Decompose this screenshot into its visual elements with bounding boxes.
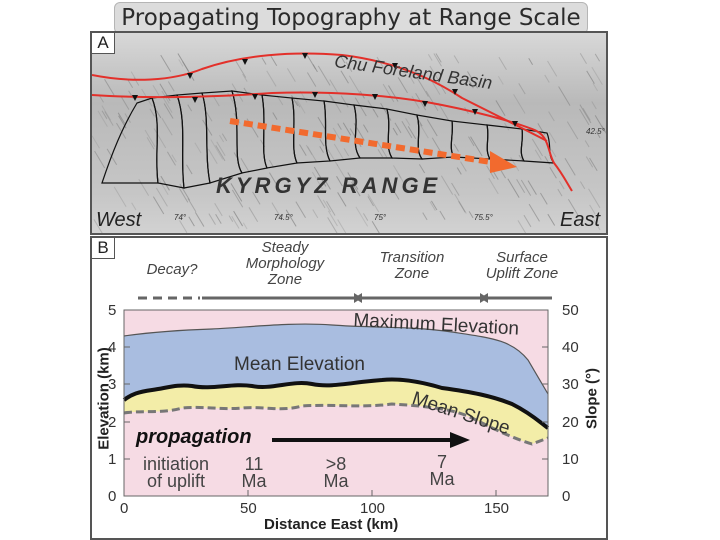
zone-steady-line2: Morphology <box>245 255 325 272</box>
profile-plot <box>122 309 550 497</box>
x-tick-0: 0 <box>120 500 129 517</box>
panel-b-label: B <box>92 238 115 259</box>
x-tick-150: 150 <box>484 500 510 517</box>
profile-panel: B Decay? Steady Morphology Zone Transiti… <box>90 236 608 540</box>
map-panel: A Chu Foreland Basin KYRGYZ RANGE West E… <box>90 31 608 235</box>
zone-transition-line1: Transition <box>379 249 445 266</box>
zone-uplift: Surface Uplift Zone <box>472 250 572 282</box>
range-front-line <box>92 91 573 192</box>
zone-steady-line3: Zone <box>267 271 303 288</box>
bottom-ticks <box>123 490 497 496</box>
west-label: West <box>96 209 142 231</box>
y-right-tick-10: 10 <box>562 451 579 468</box>
y-right-tick-30: 30 <box>562 376 579 393</box>
left-ticks <box>124 309 130 460</box>
east-label: East <box>560 209 601 231</box>
range-label: KYRGYZ RANGE <box>216 173 442 198</box>
x-axis-title: Distance East (km) <box>264 516 399 533</box>
mean-elevation-label: Mean Elevation <box>234 354 365 375</box>
age-7-ma: 7 Ma <box>422 452 462 489</box>
zone-steady-line1: Steady <box>261 239 309 256</box>
catchment-boundaries <box>101 90 556 189</box>
x-tick-100: 100 <box>360 500 386 517</box>
plot-frame <box>123 309 549 497</box>
mean-elevation-line <box>122 377 550 430</box>
zone-steady: Steady Morphology Zone <box>230 240 340 288</box>
latitude-label: 42.5° <box>586 127 605 136</box>
zone-arrows <box>138 293 552 303</box>
zone-uplift-line1: Surface <box>496 249 548 266</box>
longitude-75-5: 75.5° <box>474 213 493 222</box>
age-8-value: >8 <box>325 454 347 474</box>
propagation-arrow-map <box>229 118 498 166</box>
relief-shading <box>92 53 606 233</box>
age-7-unit: Ma <box>429 469 455 489</box>
y-right-tick-50: 50 <box>562 302 579 319</box>
max-elevation-line <box>123 323 549 395</box>
longitude-74-5: 74.5° <box>274 213 293 222</box>
panel-a-label: A <box>92 33 115 54</box>
zone-transition-line2: Zone <box>394 265 430 282</box>
y-right-axis-title: Slope (°) <box>583 368 601 429</box>
figure-title: Propagating Topography at Range Scale <box>114 2 588 34</box>
right-ticks <box>542 309 548 460</box>
age-11-ma: 11 Ma <box>234 454 274 491</box>
y-right-tick-0: 0 <box>562 488 571 505</box>
arrow-head-map <box>490 151 517 173</box>
hillshade-map <box>92 33 606 233</box>
y-left-tick-4: 4 <box>108 339 117 356</box>
initiation-label: initiation of uplift <box>128 454 224 491</box>
y-left-axis-title: Elevation (km) <box>95 347 113 450</box>
zone-uplift-line2: Uplift Zone <box>485 265 559 282</box>
thrust-teeth <box>132 53 518 127</box>
age-7-value: 7 <box>436 452 447 472</box>
mean-slope-line <box>123 402 549 446</box>
age-11-unit: Ma <box>241 471 267 491</box>
age-8-unit: Ma <box>323 471 349 491</box>
y-right-tick-20: 20 <box>562 414 579 431</box>
y-left-tick-1: 1 <box>108 451 117 468</box>
age-8-ma: >8 Ma <box>314 454 358 491</box>
propagation-arrow-head <box>450 432 470 448</box>
y-left-tick-3: 3 <box>108 376 117 393</box>
initiation-line1: initiation <box>142 454 210 474</box>
y-left-tick-0: 0 <box>108 488 117 505</box>
initiation-line2: of uplift <box>146 471 206 491</box>
y-left-tick-2: 2 <box>108 414 117 431</box>
y-right-tick-40: 40 <box>562 339 579 356</box>
longitude-74: 74° <box>174 213 187 222</box>
y-left-tick-5: 5 <box>108 302 117 319</box>
zone-decay: Decay? <box>146 261 198 278</box>
x-tick-50: 50 <box>240 500 257 517</box>
longitude-75: 75° <box>374 213 387 222</box>
mean-slope-area <box>124 404 548 496</box>
age-11-value: 11 <box>244 454 264 474</box>
thrust-fault-line <box>92 52 548 142</box>
zone-transition: Transition Zone <box>362 250 462 282</box>
propagation-label: propagation <box>136 426 252 448</box>
